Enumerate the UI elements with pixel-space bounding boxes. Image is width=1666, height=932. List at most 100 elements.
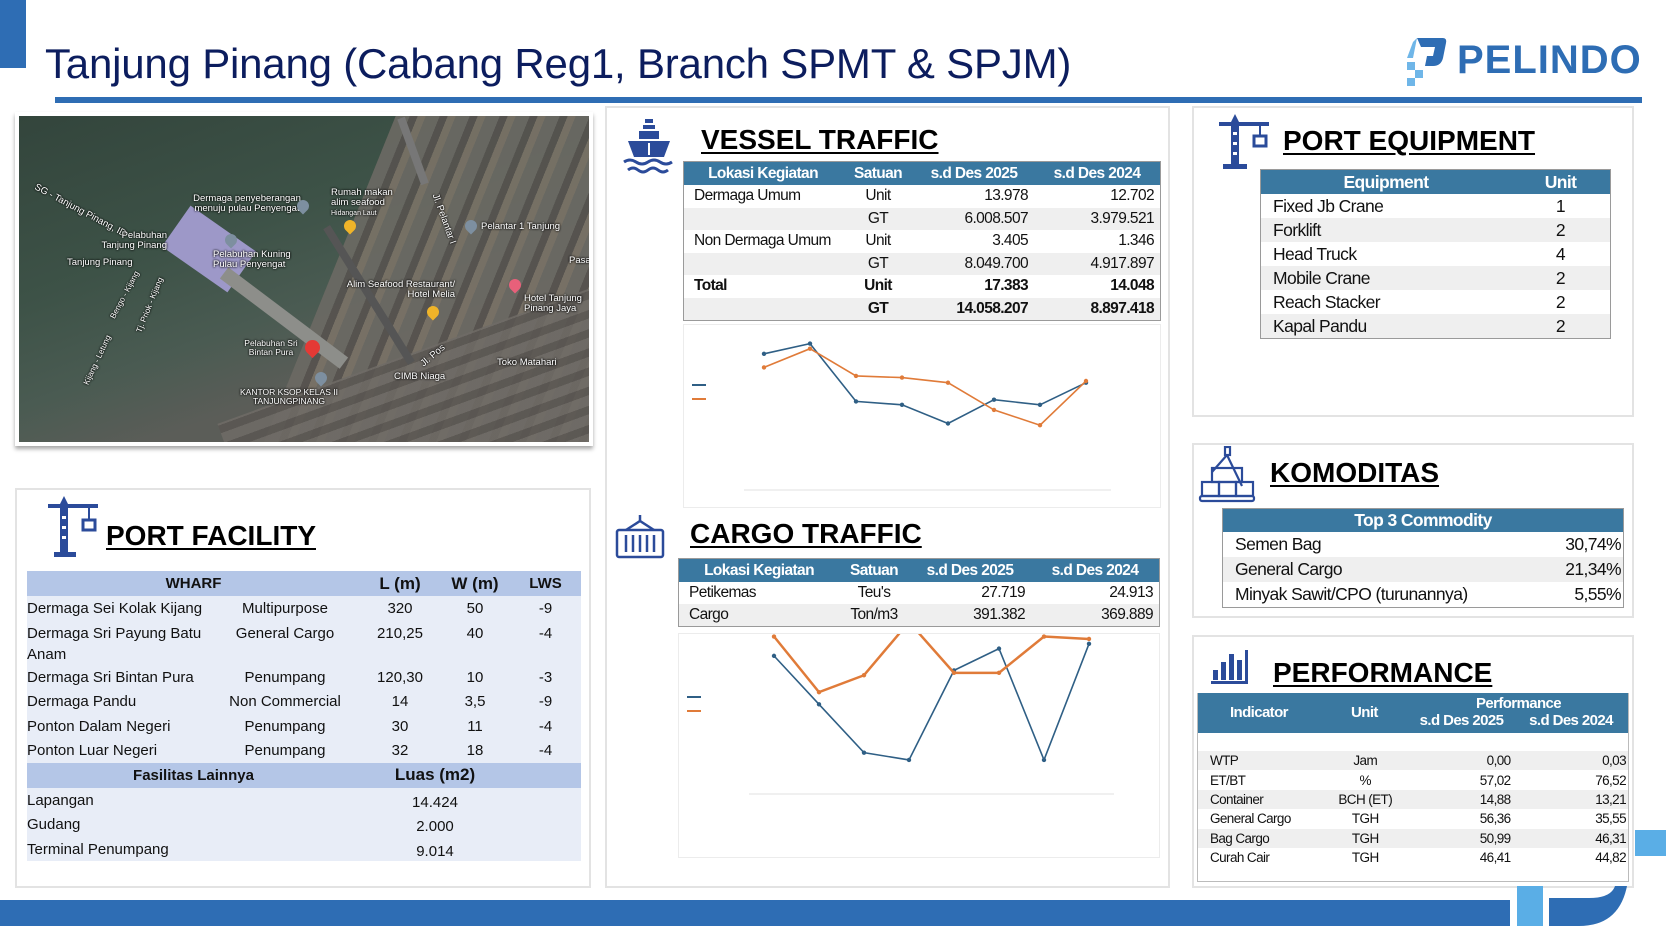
table-row: Mobile Crane 2 [1261, 266, 1610, 290]
map-label: Dermaga penyeberangan menuju pulau Penye… [193, 193, 301, 214]
lokasi: Total [694, 277, 727, 295]
port-map[interactable]: SG - Tanjung Pinang, ID Dermaga penyeber… [15, 112, 593, 446]
value-2025: 0,00 [1486, 753, 1511, 769]
table-row: Dermaga Sri Payung Batu Anam General Carg… [27, 621, 581, 665]
col-2025: s.d Des 2025 [926, 561, 1014, 579]
performance-title: PERFORMANCE [1273, 657, 1493, 688]
series-line-1 [763, 342, 1087, 425]
data-point [861, 750, 867, 755]
table-row: Dermaga Sri Bintan Pura Penumpang 120,30 10… [27, 665, 581, 690]
wharf-name: Ponton Luar Negeri [27, 742, 158, 759]
data-point [771, 653, 777, 659]
table-row: Ponton Luar Negeri Penumpang 32 18 -4 [27, 738, 581, 763]
wharf-type: Non Commercial [229, 693, 341, 710]
indicator: ET/BT [1210, 772, 1246, 788]
value-2024: 35,55 [1595, 811, 1626, 827]
table-row: Dermaga Umum Unit 13.978 12.702 [684, 185, 1160, 208]
map-label: Pelabuhan Kuning Pulau Penyengat [213, 249, 291, 270]
data-point [816, 689, 822, 695]
wharf-width: 10 [466, 668, 484, 686]
data-point [861, 673, 867, 678]
wharf-type: Penumpang [244, 742, 326, 759]
map-label: CIMB Niaga [394, 371, 446, 382]
data-point [945, 421, 951, 426]
wharf-length: 32 [391, 742, 409, 759]
value-2024: 8.897.418 [1090, 299, 1154, 317]
spacer-row [1198, 733, 1628, 751]
col-unit: Unit [1351, 704, 1378, 721]
value-2025: 14,88 [1479, 791, 1511, 807]
map-label: Tanjung Pinang [67, 257, 133, 268]
col-facility: Fasilitas Lainnya [133, 766, 254, 784]
value-2025: 3.405 [992, 232, 1028, 250]
value-2024: 4.917.897 [1090, 254, 1154, 272]
data-point [1037, 402, 1043, 407]
vessel-traffic-title: VESSEL TRAFFIC [701, 124, 939, 155]
col-top-commodity: Top 3 Commodity [1354, 510, 1492, 530]
table-row: Lapangan 14.424 [27, 788, 581, 813]
title-divider [55, 97, 1642, 103]
col-satuan: Satuan [849, 561, 899, 579]
data-point [899, 402, 905, 407]
satuan: GT [867, 254, 889, 272]
table-header: WHARF L (m) W (m) LWS [27, 571, 581, 596]
value-2024: 46,31 [1595, 830, 1626, 846]
map-label: Alim Seafood Restaurant/ Hotel Melia [346, 279, 455, 300]
wharf-width: 3,5 [464, 693, 486, 710]
pelindo-logo: PELINDO [1403, 32, 1643, 88]
col-equipment: Equipment [1343, 171, 1429, 192]
footer-curve [1549, 886, 1627, 926]
map-label: Hotel Tanjung Pinang Jaya [524, 293, 582, 314]
col-lokasi: Lokasi Kegiatan [708, 164, 818, 182]
data-point [996, 670, 1002, 676]
satuan: Unit [865, 232, 891, 250]
commodity-name: General Cargo [1235, 559, 1343, 579]
accent-bar [0, 0, 26, 68]
cargo-stack-icon [1198, 446, 1256, 503]
satuan: Unit [865, 187, 891, 205]
value-2025: 57,02 [1479, 772, 1511, 788]
cargo-traffic-table: Lokasi Kegiatan Satuan s.d Des 2025 s.d Des… [678, 558, 1160, 627]
satuan: GT [867, 209, 889, 227]
value-2024: 369.889 [1101, 606, 1153, 623]
unit: Jam [1353, 753, 1378, 769]
col-lws: LWS [529, 575, 562, 592]
equipment-name: Mobile Crane [1273, 267, 1370, 288]
table-row: Curah Cair TGH 46,41 44,82 [1198, 848, 1628, 867]
unit: TGH [1351, 830, 1379, 846]
port-facility-title: PORT FACILITY [106, 520, 316, 551]
data-point [906, 757, 912, 763]
table-row: Dermaga Sei Kolak Kijang Multipurpose 320 5… [27, 596, 581, 621]
equipment-unit: 4 [1555, 243, 1566, 264]
map-label: Toko Matahari [497, 357, 557, 368]
data-point [807, 341, 813, 346]
commodity-name: Semen Bag [1235, 534, 1322, 554]
facility-name: Terminal Penumpang [27, 840, 169, 858]
facility-area: 14.424 [412, 793, 458, 811]
col-unit: Unit [1544, 171, 1577, 192]
wharf-lws: -9 [538, 600, 553, 617]
unit: BCH (ET) [1338, 791, 1393, 807]
table-row: GT 8.049.700 4.917.897 [684, 252, 1160, 275]
col-2025: s.d Des 2025 [1419, 712, 1504, 729]
equipment-name: Fixed Jb Crane [1273, 195, 1384, 216]
map-label: Hidangan Laut [331, 210, 377, 217]
wharf-width: 18 [466, 742, 484, 759]
data-point [1086, 636, 1092, 642]
col-satuan: Satuan [853, 164, 903, 182]
top-commodity-table: Top 3 Commodity Semen Bag 30,74% General Ca… [1222, 508, 1624, 608]
data-point [1037, 423, 1043, 428]
lokasi: Dermaga Umum [694, 187, 801, 205]
series-line-2 [763, 347, 1087, 427]
logo-text: PELINDO [1457, 37, 1642, 82]
wharf-name: Dermaga Sri Bintan Pura [27, 668, 194, 686]
table-header: Fasilitas Lainnya Luas (m2) [27, 762, 581, 788]
table-header: Equipment Unit [1261, 170, 1610, 194]
map-label: Pasa [569, 255, 591, 266]
satuan: GT [867, 299, 889, 317]
wharf-width: 40 [466, 624, 484, 642]
facility-area: 9.014 [416, 842, 454, 860]
commodity-name: Minyak Sawit/CPO (turunannya) [1235, 584, 1468, 604]
facility-name: Gudang [27, 816, 81, 833]
col-performance-group: Performance s.d Des 2025 s.d Des 2024 [1409, 693, 1628, 733]
